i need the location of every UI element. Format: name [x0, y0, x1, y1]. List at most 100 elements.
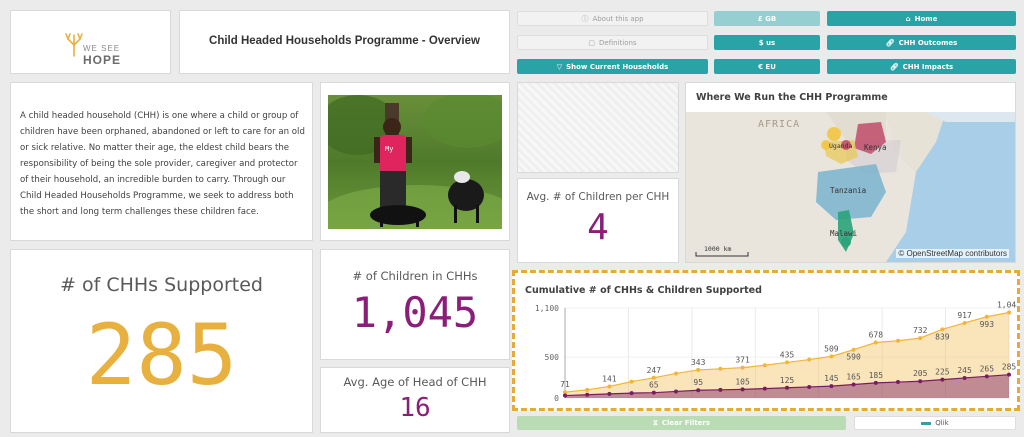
- qlik-button[interactable]: Qlik: [854, 416, 1016, 430]
- y-tick-label: 0: [554, 394, 559, 403]
- data-point: [718, 366, 723, 371]
- data-label: 245: [957, 366, 972, 375]
- data-point: [807, 384, 812, 389]
- data-point: [785, 360, 789, 365]
- data-point: [873, 340, 878, 345]
- currency-usd-button[interactable]: $ us: [714, 35, 820, 50]
- data-point: [607, 384, 612, 389]
- map-placeholder-panel: [517, 82, 679, 173]
- data-point: [762, 363, 767, 368]
- children-area: [565, 312, 1009, 398]
- outcomes-label: CHH Outcomes: [898, 38, 958, 47]
- data-label: 225: [935, 368, 950, 377]
- filter-icon: ▽: [556, 62, 563, 71]
- children-in-chh-label: # of Children in CHHs: [352, 269, 478, 283]
- svg-text:My: My: [385, 145, 393, 153]
- info-icon: ⓘ: [581, 14, 589, 23]
- tree-logo-icon: [65, 33, 83, 57]
- definitions-button[interactable]: ▢ Definitions: [517, 35, 708, 50]
- data-point: [896, 338, 900, 343]
- data-point: [918, 336, 923, 341]
- data-point: [1007, 372, 1011, 377]
- photo-panel: My: [320, 82, 510, 241]
- data-point: [585, 387, 590, 392]
- cumulative-area-chart[interactable]: 0 500 1,100 71 141 247 343 371 435 509 590 678 732 83…: [517, 298, 1017, 408]
- book-icon: ▢: [588, 38, 596, 47]
- logo-text-line1: WE SEE: [83, 44, 121, 53]
- data-label: 678: [869, 331, 884, 340]
- data-label: 71: [560, 380, 570, 389]
- data-point: [940, 377, 945, 382]
- data-label: 1,045: [997, 301, 1017, 310]
- data-label: 165: [846, 373, 861, 382]
- map-title: Where We Run the CHH Programme: [696, 92, 888, 103]
- intro-panel: A child headed household (CHH) is one wh…: [10, 82, 313, 241]
- data-point: [607, 391, 612, 396]
- data-label: 435: [780, 350, 795, 359]
- currency-eur-label: € EU: [758, 62, 776, 71]
- show-current-label: Show Current Households: [566, 62, 669, 71]
- cumulative-chart-panel[interactable]: Cumulative # of CHHs & Children Supporte…: [512, 270, 1020, 411]
- data-point: [674, 389, 678, 394]
- data-point: [696, 367, 701, 372]
- page-title: Child Headed Households Programme - Over…: [209, 35, 480, 47]
- currency-usd-label: $ us: [758, 38, 776, 47]
- data-label: 371: [735, 356, 750, 365]
- logo-text-line2: HOPE: [83, 53, 122, 67]
- data-point: [829, 354, 834, 359]
- children-in-chh-kpi: # of Children in CHHs 1,045: [320, 249, 510, 360]
- avg-children-value: 4: [587, 207, 609, 248]
- home-button[interactable]: ⌂ Home: [827, 11, 1016, 26]
- definitions-label: Definitions: [599, 38, 637, 47]
- about-button[interactable]: ⓘ About this app: [517, 11, 708, 26]
- data-point: [873, 380, 878, 385]
- africa-map[interactable]: AFRICA Kenya Tanzania Malawi Uganda 1000…: [686, 112, 1015, 262]
- data-point: [1007, 310, 1011, 315]
- avg-children-label: Avg. # of Children per CHH: [526, 191, 670, 203]
- avg-age-value: 16: [399, 393, 431, 423]
- data-label: 141: [602, 374, 617, 383]
- data-label: 590: [846, 353, 861, 362]
- show-current-households-button[interactable]: ▽ Show Current Households: [517, 59, 708, 74]
- data-point: [962, 375, 967, 380]
- data-point: [740, 365, 745, 370]
- link-icon: 🔗︎: [885, 38, 895, 47]
- y-tick-label: 1,100: [535, 304, 559, 313]
- data-point: [629, 391, 634, 396]
- data-label: 993: [980, 320, 995, 329]
- currency-gbp-label: £ GB: [757, 14, 777, 23]
- data-label: 205: [913, 369, 928, 378]
- data-point: [851, 382, 856, 387]
- data-label: 105: [735, 377, 750, 386]
- home-label: Home: [914, 14, 938, 23]
- data-label: 285: [1002, 363, 1017, 372]
- map-label-kenya: Kenya: [864, 143, 887, 152]
- data-point: [785, 385, 789, 390]
- data-label: 917: [957, 311, 972, 320]
- currency-gbp-button[interactable]: £ GB: [714, 11, 820, 26]
- avg-children-kpi: Avg. # of Children per CHH 4: [517, 178, 679, 263]
- map-label-africa: AFRICA: [758, 119, 800, 130]
- data-point: [962, 320, 967, 325]
- data-point: [563, 390, 567, 395]
- map-panel[interactable]: Where We Run the CHH Programme AFRICA Ke…: [685, 82, 1016, 263]
- clear-filters-button[interactable]: ⧖ Clear Filters: [517, 416, 846, 430]
- data-point: [851, 347, 856, 352]
- data-point: [629, 379, 634, 384]
- data-label: 145: [824, 374, 839, 383]
- map-label-malawi: Malawi: [830, 229, 857, 238]
- avg-age-kpi: Avg. Age of Head of CHH 16: [320, 367, 510, 433]
- data-label: 839: [935, 332, 950, 341]
- filter-clear-icon: ⧖: [652, 418, 658, 427]
- chh-impacts-button[interactable]: 🔗︎ CHH Impacts: [827, 59, 1016, 74]
- chart-title: Cumulative # of CHHs & Children Supporte…: [525, 285, 762, 296]
- children-in-chh-value: 1,045: [351, 288, 479, 337]
- data-label: 125: [780, 376, 795, 385]
- data-point: [762, 386, 767, 391]
- avg-age-label: Avg. Age of Head of CHH: [343, 375, 487, 389]
- title-panel: Child Headed Households Programme - Over…: [179, 10, 510, 74]
- currency-eur-button[interactable]: € EU: [714, 59, 820, 74]
- data-point: [651, 375, 656, 380]
- data-label: 732: [913, 326, 928, 335]
- chh-outcomes-button[interactable]: 🔗︎ CHH Outcomes: [827, 35, 1016, 50]
